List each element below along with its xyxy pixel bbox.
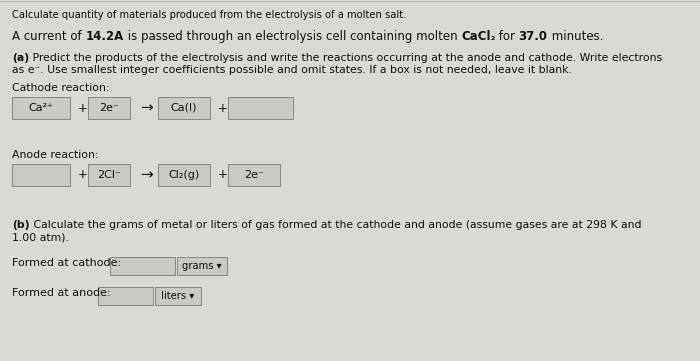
Text: A current of: A current of [12,30,85,43]
Text: Formed at anode:: Formed at anode: [12,288,111,298]
Text: +: + [218,169,228,182]
Text: 2Cl⁻: 2Cl⁻ [97,170,121,180]
Text: Ca(l): Ca(l) [171,103,197,113]
Text: +: + [218,101,228,114]
FancyBboxPatch shape [177,257,227,275]
Text: liters ▾: liters ▾ [162,291,195,301]
FancyBboxPatch shape [12,164,70,186]
Text: Formed at cathode:: Formed at cathode: [12,258,121,268]
Text: is passed through an electrolysis cell containing molten: is passed through an electrolysis cell c… [124,30,461,43]
Text: (a): (a) [12,53,29,63]
FancyBboxPatch shape [155,287,201,305]
Text: CaCl: CaCl [461,30,491,43]
Text: 2e⁻: 2e⁻ [99,103,119,113]
Text: minutes.: minutes. [547,30,603,43]
Text: +: + [78,169,88,182]
Text: for: for [495,30,519,43]
Text: ₂: ₂ [491,32,495,42]
Text: 14.2A: 14.2A [85,30,124,43]
FancyBboxPatch shape [12,97,70,119]
Text: Predict the products of the electrolysis and write the reactions occurring at th: Predict the products of the electrolysis… [29,53,662,63]
FancyBboxPatch shape [88,97,130,119]
Text: Cathode reaction:: Cathode reaction: [12,83,109,93]
Text: 2e⁻: 2e⁻ [244,170,264,180]
Text: Calculate the grams of metal or liters of gas formed at the cathode and anode (a: Calculate the grams of metal or liters o… [29,220,641,230]
Text: Anode reaction:: Anode reaction: [12,150,99,160]
FancyBboxPatch shape [228,164,280,186]
Text: Cl₂(g): Cl₂(g) [169,170,199,180]
Text: Ca²⁺: Ca²⁺ [29,103,53,113]
Text: 37.0: 37.0 [519,30,547,43]
FancyBboxPatch shape [98,287,153,305]
Text: 1.00 atm).: 1.00 atm). [12,232,69,242]
FancyBboxPatch shape [88,164,130,186]
Text: +: + [78,101,88,114]
Text: →: → [140,100,153,116]
FancyBboxPatch shape [110,257,175,275]
Text: →: → [140,168,153,183]
FancyBboxPatch shape [158,97,210,119]
Text: grams ▾: grams ▾ [182,261,222,271]
Text: as e⁻. Use smallest integer coefficients possible and omit states. If a box is n: as e⁻. Use smallest integer coefficients… [12,65,572,75]
Text: Calculate quantity of materials produced from the electrolysis of a molten salt.: Calculate quantity of materials produced… [12,10,407,20]
FancyBboxPatch shape [228,97,293,119]
FancyBboxPatch shape [158,164,210,186]
Text: (b): (b) [12,220,29,230]
